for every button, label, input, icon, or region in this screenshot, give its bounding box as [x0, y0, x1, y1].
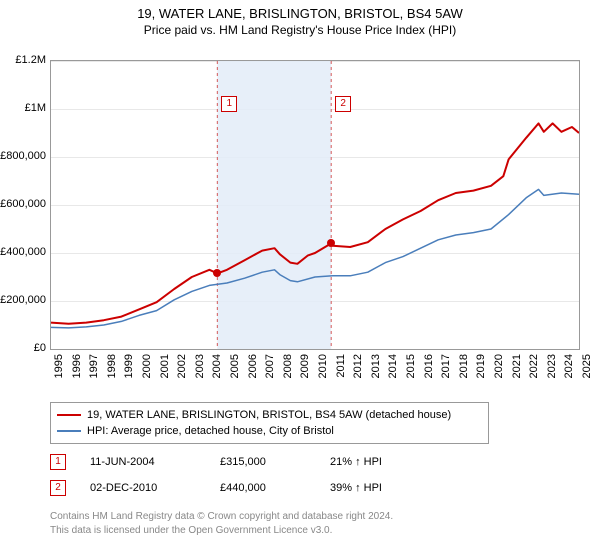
x-tick-label: 2016: [423, 354, 435, 394]
x-tick-label: 2012: [352, 354, 364, 394]
footer: Contains HM Land Registry data © Crown c…: [50, 510, 570, 537]
x-tick-label: 1996: [71, 354, 83, 394]
x-tick-label: 2005: [229, 354, 241, 394]
x-tick-label: 2022: [528, 354, 540, 394]
legend-item-price-paid: 19, WATER LANE, BRISLINGTON, BRISTOL, BS…: [57, 407, 482, 423]
x-tick-label: 2008: [282, 354, 294, 394]
x-tick-label: 2001: [159, 354, 171, 394]
sale-marker-1: 1: [50, 454, 66, 470]
legend-label-hpi: HPI: Average price, detached house, City…: [87, 425, 334, 437]
sale-marker-flag: 1: [221, 96, 237, 112]
y-tick-label: £600,000: [0, 198, 46, 210]
x-tick-label: 2009: [299, 354, 311, 394]
x-tick-label: 2003: [194, 354, 206, 394]
footer-licence: This data is licensed under the Open Gov…: [50, 524, 570, 538]
x-tick-label: 2024: [563, 354, 575, 394]
y-tick-label: £800,000: [0, 150, 46, 162]
x-tick-label: 1997: [88, 354, 100, 394]
chart-title-address: 19, WATER LANE, BRISLINGTON, BRISTOL, BS…: [0, 6, 600, 21]
x-tick-label: 2025: [581, 354, 593, 394]
y-tick-label: £1.2M: [0, 54, 46, 66]
x-tick-label: 2011: [335, 354, 347, 394]
x-tick-label: 2021: [511, 354, 523, 394]
sale-dot: [327, 239, 335, 247]
x-tick-label: 2010: [317, 354, 329, 394]
y-tick-label: £1M: [0, 102, 46, 114]
sale-price: £315,000: [220, 456, 330, 468]
sale-date: 11-JUN-2004: [90, 456, 220, 468]
sales-table: 1 11-JUN-2004 £315,000 21% ↑ HPI 2 02-DE…: [50, 452, 550, 498]
chart-title-sub: Price paid vs. HM Land Registry's House …: [0, 23, 600, 37]
x-tick-label: 1998: [106, 354, 118, 394]
x-tick-label: 2023: [546, 354, 558, 394]
x-tick-label: 2019: [475, 354, 487, 394]
x-tick-label: 1999: [123, 354, 135, 394]
sale-marker-flag: 2: [335, 96, 351, 112]
x-tick-label: 2020: [493, 354, 505, 394]
x-tick-label: 2013: [370, 354, 382, 394]
y-tick-label: £200,000: [0, 294, 46, 306]
legend: 19, WATER LANE, BRISLINGTON, BRISTOL, BS…: [50, 402, 489, 444]
x-tick-label: 2004: [211, 354, 223, 394]
legend-label-price-paid: 19, WATER LANE, BRISLINGTON, BRISTOL, BS…: [87, 409, 451, 421]
x-tick-label: 2015: [405, 354, 417, 394]
sale-row: 1 11-JUN-2004 £315,000 21% ↑ HPI: [50, 452, 550, 472]
x-tick-label: 1995: [53, 354, 65, 394]
sale-marker-2: 2: [50, 480, 66, 496]
y-tick-label: £400,000: [0, 246, 46, 258]
x-tick-label: 2007: [264, 354, 276, 394]
y-tick-label: £0: [0, 342, 46, 354]
sale-delta: 39% ↑ HPI: [330, 482, 460, 494]
sale-row: 2 02-DEC-2010 £440,000 39% ↑ HPI: [50, 478, 550, 498]
legend-swatch-hpi: [57, 430, 81, 432]
chart: £0 £200,000 £400,000 £600,000 £800,000 £1M £1.…: [0, 50, 600, 400]
x-tick-label: 2018: [458, 354, 470, 394]
plot-area: 12: [50, 60, 580, 350]
x-tick-label: 2014: [387, 354, 399, 394]
sale-dot: [213, 269, 221, 277]
x-tick-label: 2017: [440, 354, 452, 394]
sale-delta: 21% ↑ HPI: [330, 456, 460, 468]
x-tick-label: 2006: [247, 354, 259, 394]
legend-swatch-price-paid: [57, 414, 81, 416]
sale-date: 02-DEC-2010: [90, 482, 220, 494]
x-tick-label: 2002: [176, 354, 188, 394]
footer-copyright: Contains HM Land Registry data © Crown c…: [50, 510, 570, 524]
sale-price: £440,000: [220, 482, 330, 494]
x-tick-label: 2000: [141, 354, 153, 394]
legend-item-hpi: HPI: Average price, detached house, City…: [57, 423, 482, 439]
